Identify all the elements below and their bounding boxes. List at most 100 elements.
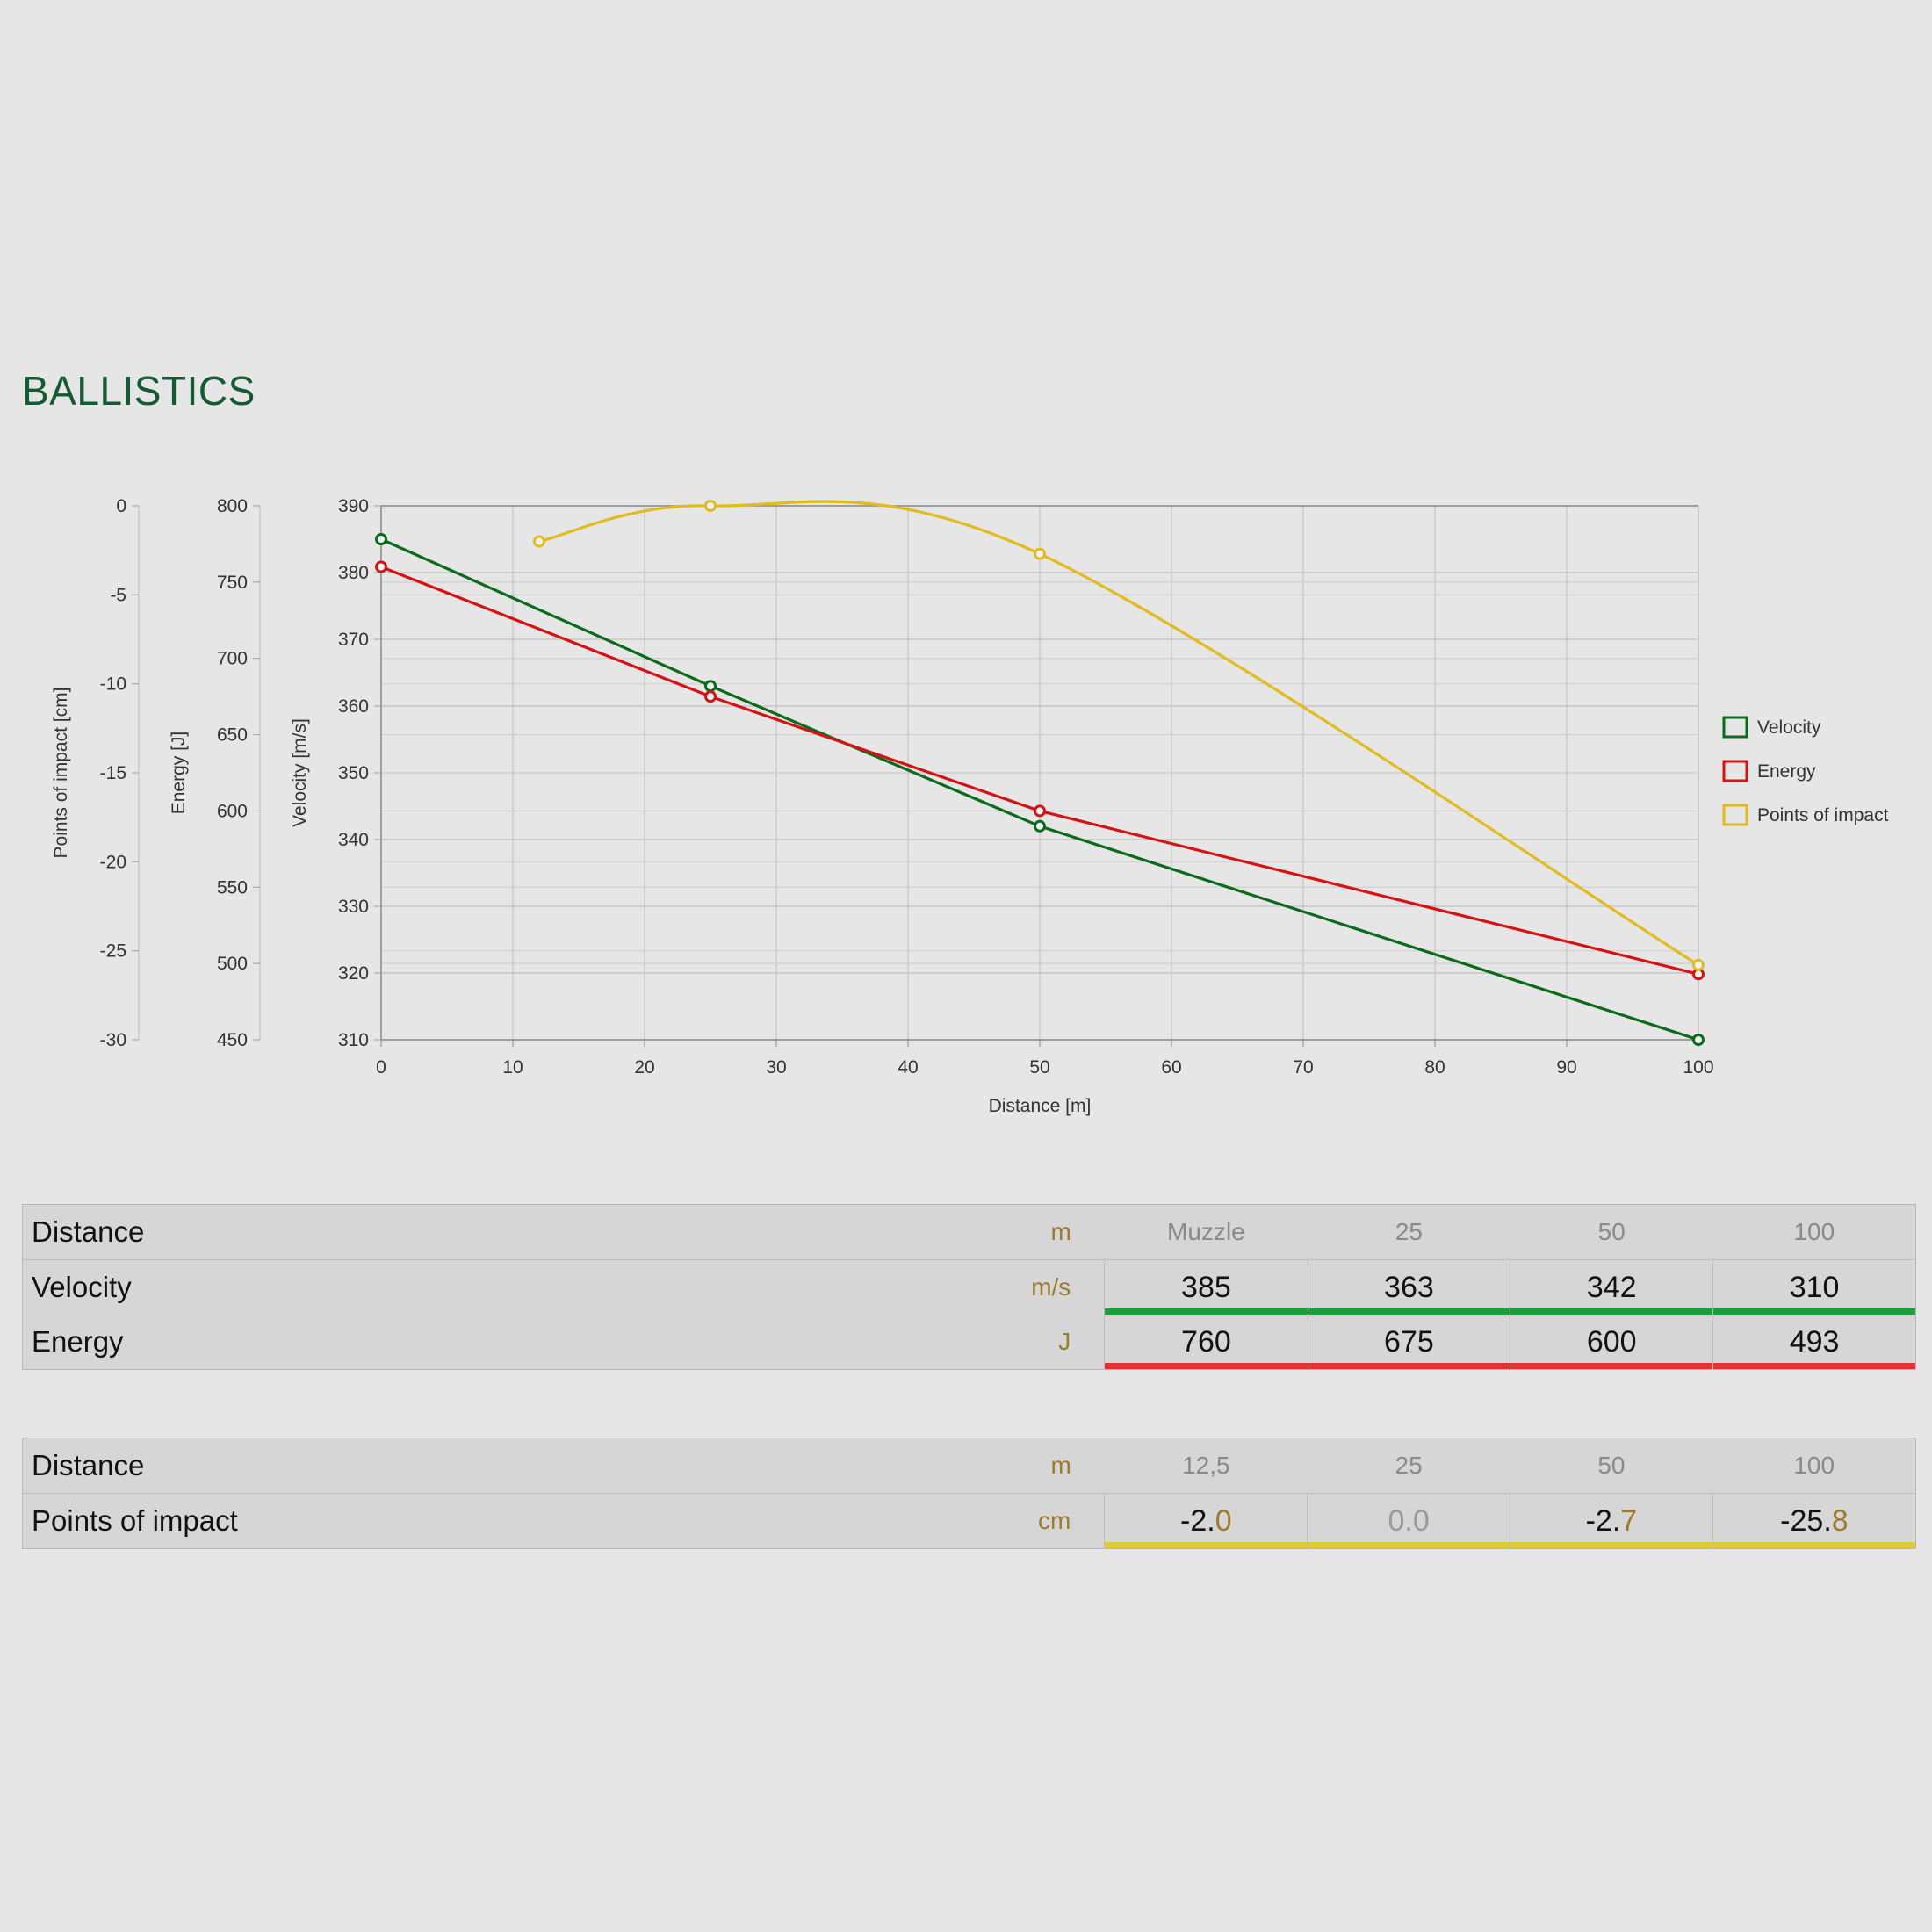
velocity-value: 385 xyxy=(1104,1259,1308,1315)
distance-label: Distance xyxy=(22,1438,1031,1494)
energy-value: 493 xyxy=(1712,1315,1916,1370)
energy-value: 760 xyxy=(1104,1315,1308,1370)
velocity-data-point xyxy=(1692,1034,1705,1046)
energy-data-point xyxy=(704,690,717,703)
x-tick-label: 70 xyxy=(1293,1057,1313,1078)
x-tick-label: 50 xyxy=(1029,1057,1049,1078)
energy-tick-label: 750 xyxy=(217,573,248,593)
distance-value: 12,5 xyxy=(1104,1438,1308,1494)
velocity-tick-label: 310 xyxy=(338,1030,369,1050)
velocity-series-line xyxy=(380,537,1699,1042)
impact-value-frac: 0 xyxy=(1215,1503,1232,1538)
x-tick-label: 100 xyxy=(1683,1057,1713,1078)
energy-data-point xyxy=(375,560,387,573)
energy-series-line xyxy=(380,565,1699,976)
energy-unit: J xyxy=(1058,1328,1071,1355)
impact-value-int: -2. xyxy=(1585,1503,1621,1538)
impact-value-int: -2. xyxy=(1180,1503,1215,1538)
impact-value: -2.0 xyxy=(1104,1493,1308,1549)
points-of-impact-data-point xyxy=(533,535,545,548)
velocity-legend-label: Velocity xyxy=(1757,717,1821,738)
table-header-row: Distance m Muzzle 25 50 100 xyxy=(22,1204,1916,1260)
distance-value: 50 xyxy=(1510,1438,1713,1494)
energy-value: 675 xyxy=(1307,1315,1510,1370)
x-tick-label: 40 xyxy=(898,1057,918,1078)
chart-axes: 0 10 20 30 40 50 60 70 80 90 100 390 380 370 360 350 340… xyxy=(51,496,1714,1116)
energy-axis-title: Energy [J] xyxy=(169,732,189,815)
velocity-unit: m/s xyxy=(1031,1273,1071,1301)
velocity-tick-label: 380 xyxy=(338,563,369,583)
table-row: Velocity m/s 385 363 342 310 xyxy=(23,1259,1916,1315)
distance-value: 25 xyxy=(1308,1204,1510,1260)
points-of-impact-legend-label: Points of impact xyxy=(1757,805,1889,825)
x-tick-label: 80 xyxy=(1424,1057,1445,1078)
distance-value: Muzzle xyxy=(1104,1204,1308,1260)
table-row: Points of impact cm -2.0 0.0 -2.7 -25.8 xyxy=(23,1493,1916,1549)
impact-tick-label: -10 xyxy=(100,674,126,695)
chart-legend: Velocity Energy Points of impact xyxy=(1722,716,1889,826)
chart-series xyxy=(375,500,1705,1046)
impact-value-frac: 0 xyxy=(1412,1503,1430,1538)
energy-label: Energy xyxy=(32,1325,124,1358)
impact-axis-title: Points of impact [cm] xyxy=(51,688,71,859)
x-axis-title: Distance [m] xyxy=(989,1096,1092,1116)
impact-tick-label: -30 xyxy=(100,1030,126,1050)
impact-tick-label: -15 xyxy=(100,763,126,783)
impact-tick-label: 0 xyxy=(116,496,126,516)
velocity-label: Velocity xyxy=(32,1271,132,1303)
impact-value-int: 0. xyxy=(1388,1503,1413,1538)
chart-grid xyxy=(380,505,1699,1041)
distance-unit: m xyxy=(1030,1438,1105,1494)
energy-legend-label: Energy xyxy=(1757,761,1816,782)
points-of-impact-legend-swatch xyxy=(1722,804,1748,826)
energy-tick-label: 450 xyxy=(217,1030,248,1050)
impact-label: Points of impact xyxy=(32,1504,238,1537)
x-tick-label: 20 xyxy=(634,1057,654,1078)
velocity-tick-label: 330 xyxy=(338,897,369,917)
energy-tick-label: 650 xyxy=(217,725,248,746)
impact-value-frac: 8 xyxy=(1831,1503,1849,1538)
distance-value: 100 xyxy=(1712,1204,1916,1260)
energy-tick-label: 500 xyxy=(217,954,248,974)
x-tick-label: 10 xyxy=(502,1057,523,1078)
impact-tick-label: -25 xyxy=(100,941,126,962)
distance-unit: m xyxy=(1030,1204,1105,1260)
distance-label: Distance xyxy=(22,1204,1031,1260)
energy-tick-label: 700 xyxy=(217,649,248,669)
energy-tick-label: 550 xyxy=(217,877,248,898)
impact-tick-label: -5 xyxy=(110,585,126,605)
velocity-data-point xyxy=(704,680,717,693)
energy-tick-label: 800 xyxy=(217,496,248,516)
table-row: Energy J 760 675 600 493 xyxy=(23,1315,1916,1370)
x-tick-label: 60 xyxy=(1161,1057,1181,1078)
energy-data-point xyxy=(1034,804,1046,818)
velocity-tick-label: 370 xyxy=(338,630,369,650)
impact-tick-label: -20 xyxy=(100,852,126,872)
impact-value: 0.0 xyxy=(1307,1493,1510,1549)
x-tick-label: 30 xyxy=(766,1057,786,1078)
distance-value: 25 xyxy=(1307,1438,1510,1494)
energy-value: 600 xyxy=(1510,1315,1713,1370)
impact-value: -2.7 xyxy=(1509,1493,1713,1549)
velocity-tick-label: 320 xyxy=(338,963,369,984)
velocity-tick-label: 340 xyxy=(338,830,369,850)
impact-unit: cm xyxy=(1038,1507,1071,1534)
velocity-value: 363 xyxy=(1307,1259,1510,1315)
energy-legend-swatch xyxy=(1722,760,1748,782)
velocity-legend-swatch xyxy=(1722,716,1748,739)
ballistics-chart: 0 10 20 30 40 50 60 70 80 90 100 390 380 370 360 350 340… xyxy=(51,496,1889,1116)
distance-value: 100 xyxy=(1712,1438,1916,1494)
distance-value: 50 xyxy=(1510,1204,1713,1260)
table-header-row: Distance m 12,5 25 50 100 xyxy=(22,1438,1916,1494)
page-title: BALLISTICS xyxy=(22,368,256,414)
points-of-impact-series-line xyxy=(538,500,1699,967)
points-of-impact-table: Distance m 12,5 25 50 100 Points of impa… xyxy=(22,1438,1916,1549)
velocity-axis-title: Velocity [m/s] xyxy=(290,718,310,827)
velocity-data-point xyxy=(1034,819,1046,833)
impact-value-int: -25. xyxy=(1780,1503,1832,1538)
velocity-tick-label: 390 xyxy=(338,496,369,516)
velocity-value: 342 xyxy=(1510,1259,1713,1315)
points-of-impact-data-point xyxy=(704,500,717,512)
velocity-tick-label: 360 xyxy=(338,696,369,717)
points-of-impact-data-point xyxy=(1034,547,1046,560)
